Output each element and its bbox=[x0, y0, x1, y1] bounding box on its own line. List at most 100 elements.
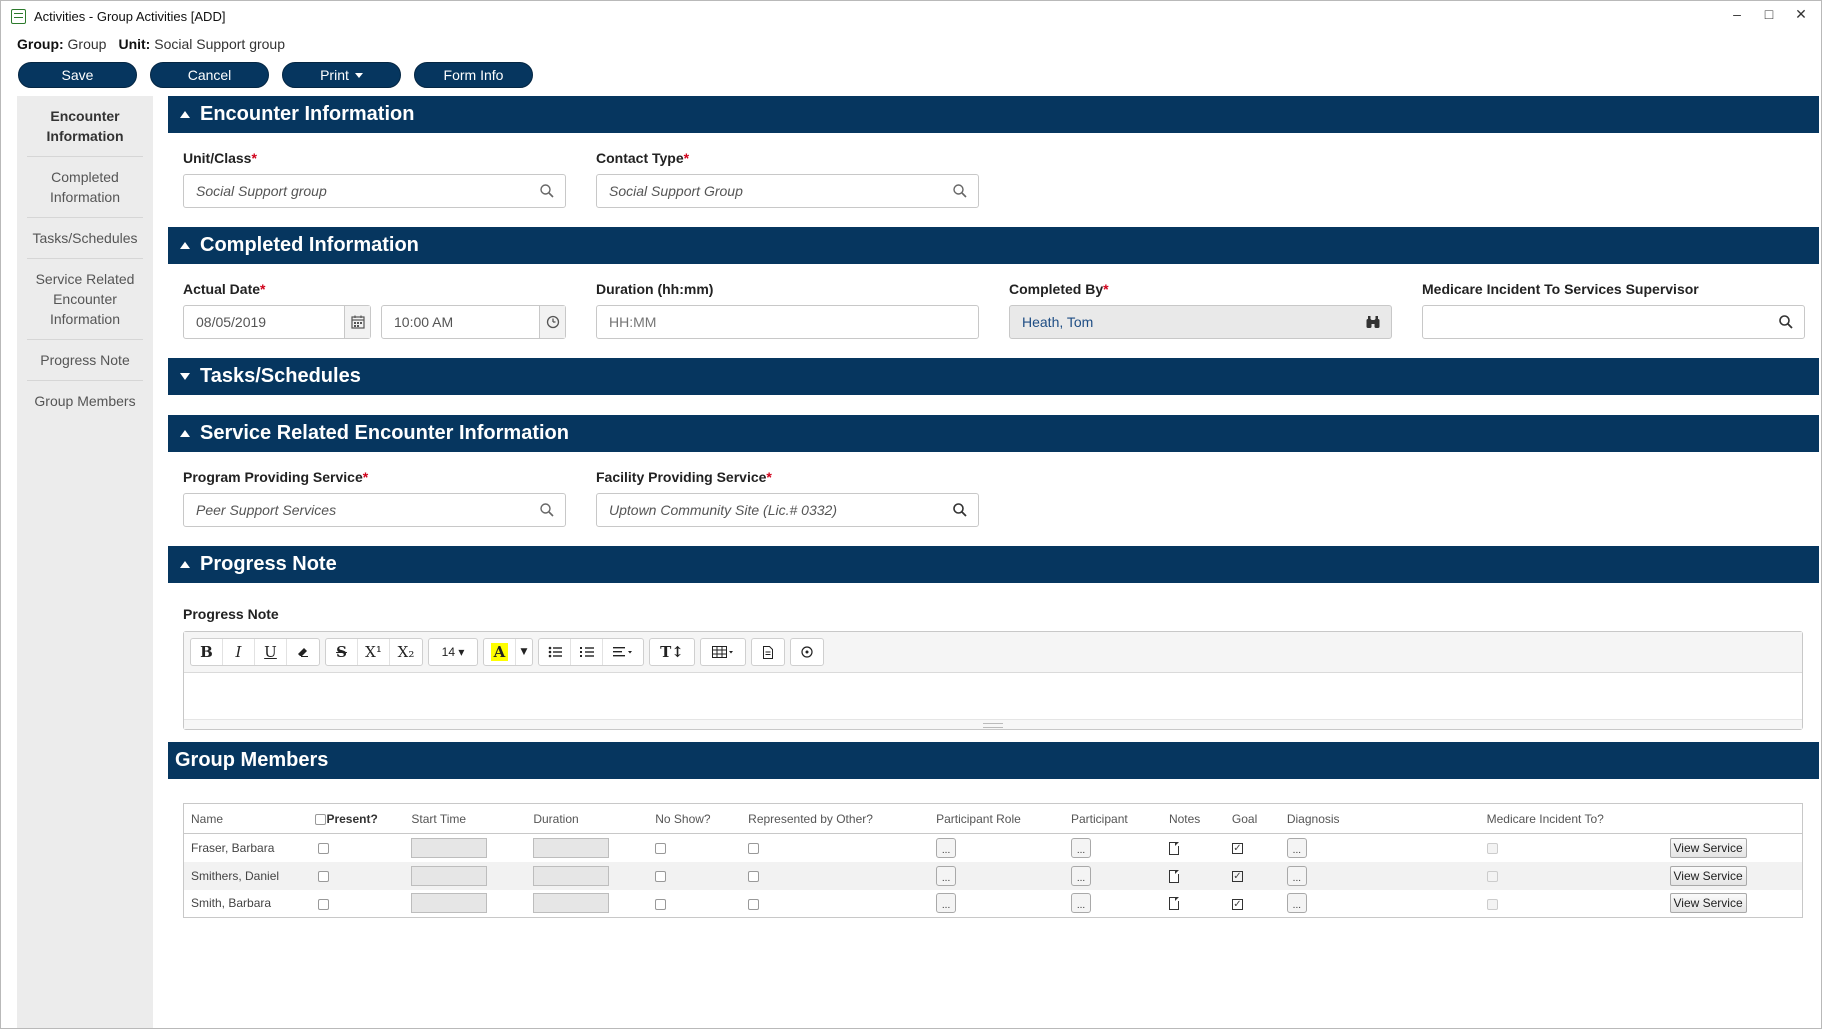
member-name: Smith, Barbara bbox=[191, 896, 272, 911]
form-icon bbox=[11, 8, 26, 24]
present-checkbox[interactable] bbox=[318, 870, 330, 882]
start-time-input[interactable] bbox=[411, 837, 488, 858]
facility-input[interactable]: Uptown Community Site (Lic.# 0332) bbox=[596, 493, 979, 527]
notes-icon[interactable] bbox=[1168, 897, 1179, 911]
duration-input[interactable] bbox=[533, 837, 610, 858]
encounter-section: Unit/Class* Social Support group Contact… bbox=[168, 133, 1819, 227]
align-dropdown-icon[interactable] bbox=[603, 639, 643, 665]
minimize-icon[interactable]: – bbox=[1733, 6, 1741, 22]
participant-button[interactable]: ... bbox=[1071, 837, 1091, 858]
no-show-cell bbox=[648, 861, 742, 890]
subscript-button[interactable]: X₂ bbox=[397, 643, 415, 661]
close-icon[interactable]: ✕ bbox=[1795, 6, 1807, 22]
completed-by-input[interactable]: Heath, Tom bbox=[1009, 305, 1392, 339]
notes-icon[interactable] bbox=[1168, 841, 1179, 855]
strikethrough-button[interactable]: S bbox=[326, 639, 358, 665]
present-checkbox[interactable] bbox=[318, 898, 330, 910]
binoculars-icon[interactable] bbox=[1365, 314, 1381, 330]
nav-service-related[interactable]: Service Related Encounter Information bbox=[27, 259, 143, 340]
duration-cell bbox=[526, 890, 648, 918]
duration-input[interactable] bbox=[533, 893, 610, 914]
represented-checkbox[interactable] bbox=[748, 870, 760, 882]
program-input[interactable]: Peer Support Services bbox=[183, 493, 566, 527]
search-icon[interactable] bbox=[952, 502, 968, 518]
nav-group-members[interactable]: Group Members bbox=[34, 393, 136, 409]
underline-button[interactable]: U bbox=[255, 639, 287, 665]
represented-checkbox[interactable] bbox=[748, 843, 760, 855]
progress-section-header[interactable]: Progress Note bbox=[168, 546, 1819, 583]
role-cell: ... bbox=[929, 834, 1064, 862]
no-show-checkbox[interactable] bbox=[655, 870, 667, 882]
service-section-header[interactable]: Service Related Encounter Information bbox=[168, 415, 1819, 452]
table-icon[interactable] bbox=[701, 639, 745, 665]
search-icon[interactable] bbox=[952, 183, 968, 199]
participant-button[interactable]: ... bbox=[1071, 893, 1091, 914]
calendar-icon[interactable] bbox=[344, 306, 370, 338]
nav-encounter-information[interactable]: Encounter Information bbox=[27, 96, 143, 157]
goal-checklist-icon[interactable]: ✓ bbox=[1231, 898, 1243, 910]
participant-role-button[interactable]: ... bbox=[936, 837, 957, 858]
diagnosis-button[interactable]: ... bbox=[1286, 865, 1307, 886]
maximize-icon[interactable]: □ bbox=[1764, 6, 1774, 22]
tasks-spacer bbox=[168, 395, 1819, 415]
save-button[interactable]: Save bbox=[18, 62, 137, 88]
view-service-button[interactable]: View Service bbox=[1669, 893, 1747, 914]
editor-content-area[interactable] bbox=[184, 673, 1802, 719]
unit-class-input[interactable]: Social Support group bbox=[183, 174, 566, 208]
goal-checklist-icon[interactable]: ✓ bbox=[1231, 843, 1243, 855]
goal-checklist-icon[interactable]: ✓ bbox=[1231, 870, 1243, 882]
eraser-icon[interactable] bbox=[287, 639, 319, 665]
search-icon[interactable] bbox=[1778, 314, 1794, 330]
represented-checkbox[interactable] bbox=[748, 898, 760, 910]
bold-button[interactable]: B bbox=[191, 639, 223, 665]
tasks-section-header[interactable]: Tasks/Schedules bbox=[168, 358, 1819, 395]
participant-button[interactable]: ... bbox=[1071, 865, 1091, 886]
numbered-list-icon[interactable] bbox=[571, 639, 603, 665]
notes-icon[interactable] bbox=[1168, 869, 1179, 883]
completed-section-header[interactable]: Completed Information bbox=[168, 227, 1819, 264]
start-time-input[interactable] bbox=[411, 865, 488, 886]
col-represented: Represented by Other? bbox=[741, 803, 930, 834]
bullet-list-icon[interactable] bbox=[539, 639, 571, 665]
nav-completed-information[interactable]: Completed Information bbox=[27, 157, 143, 218]
view-service-button[interactable]: View Service bbox=[1669, 865, 1747, 886]
date-input[interactable]: 08/05/2019 bbox=[183, 305, 371, 339]
select-all-present-checkbox[interactable] bbox=[315, 813, 327, 825]
contact-type-input[interactable]: Social Support Group bbox=[596, 174, 979, 208]
info-icon[interactable] bbox=[791, 639, 823, 665]
text-style-dropdown[interactable]: T↕ bbox=[660, 643, 684, 661]
no-show-checkbox[interactable] bbox=[655, 898, 667, 910]
diagnosis-button[interactable]: ... bbox=[1286, 893, 1307, 914]
time-input[interactable]: 10:00 AM bbox=[381, 305, 566, 339]
unit-label: Unit: bbox=[118, 36, 151, 52]
search-icon[interactable] bbox=[539, 502, 555, 518]
highlight-color-button[interactable]: A bbox=[484, 639, 516, 665]
nav-tasks-schedules[interactable]: Tasks/Schedules bbox=[27, 218, 143, 259]
document-icon[interactable] bbox=[752, 639, 784, 665]
start-time-cell bbox=[404, 861, 527, 890]
duration-input[interactable] bbox=[533, 865, 610, 886]
search-icon[interactable] bbox=[539, 183, 555, 199]
chevron-down-icon[interactable]: ▼ bbox=[520, 647, 528, 657]
encounter-section-header[interactable]: Encounter Information bbox=[168, 96, 1819, 133]
duration-input[interactable] bbox=[596, 305, 979, 339]
date-value: 08/05/2019 bbox=[196, 314, 267, 330]
clock-icon[interactable] bbox=[539, 306, 565, 338]
diagnosis-button[interactable]: ... bbox=[1286, 837, 1307, 858]
font-size-dropdown[interactable]: 14 ▾ bbox=[428, 638, 478, 666]
participant-role-button[interactable]: ... bbox=[936, 893, 957, 914]
participant-role-button[interactable]: ... bbox=[936, 865, 957, 886]
no-show-checkbox[interactable] bbox=[655, 843, 667, 855]
superscript-button[interactable]: X¹ bbox=[358, 639, 390, 665]
supervisor-input[interactable] bbox=[1422, 305, 1805, 339]
italic-button[interactable]: I bbox=[223, 639, 255, 665]
form-info-button[interactable]: Form Info bbox=[414, 62, 533, 88]
medicare-cell bbox=[1479, 861, 1663, 890]
start-time-input[interactable] bbox=[411, 893, 488, 914]
present-checkbox[interactable] bbox=[318, 843, 330, 855]
editor-resize-handle[interactable] bbox=[184, 719, 1802, 729]
view-service-button[interactable]: View Service bbox=[1669, 837, 1747, 858]
cancel-button[interactable]: Cancel bbox=[150, 62, 269, 88]
print-button[interactable]: Print bbox=[282, 62, 401, 88]
nav-progress-note[interactable]: Progress Note bbox=[27, 340, 143, 381]
